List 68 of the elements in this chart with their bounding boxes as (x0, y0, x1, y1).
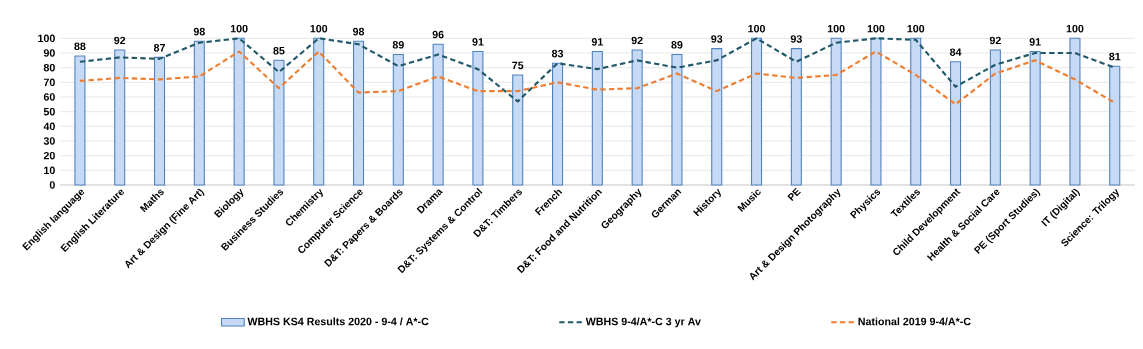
bar (870, 37, 882, 186)
y-tick-label: 100 (38, 34, 55, 43)
y-tick-label: 0 (49, 181, 55, 189)
y-tick-label: 60 (43, 93, 55, 101)
data-label: 89 (392, 41, 404, 49)
bar (631, 49, 643, 186)
bar (352, 40, 365, 186)
bar (830, 37, 842, 186)
data-label: 93 (790, 35, 802, 43)
legend-label: National 2019 9-4/A*-C (858, 317, 971, 326)
y-tick-label: 50 (43, 107, 55, 116)
y-tick-label: 40 (43, 122, 55, 131)
bar (591, 50, 603, 186)
legend-label: WBHS 9-4/A*-C 3 yr Av (585, 317, 701, 328)
data-label: 96 (432, 30, 444, 39)
data-label: 81 (1109, 52, 1121, 61)
y-tick-label: 80 (43, 63, 55, 72)
bar (512, 74, 524, 186)
bar (392, 53, 404, 186)
data-label: 91 (1029, 38, 1041, 46)
bar (1109, 65, 1121, 186)
y-tick-label: 20 (43, 151, 55, 160)
bar (989, 49, 1001, 186)
data-label: 100 (1066, 24, 1084, 33)
bar (193, 40, 205, 186)
data-label: 98 (193, 27, 205, 36)
data-label: 91 (472, 38, 484, 46)
y-tick-label: 90 (43, 49, 55, 57)
bar (472, 50, 484, 186)
data-label: 100 (907, 24, 925, 33)
data-label: 100 (230, 24, 248, 33)
y-tick-label: 70 (43, 78, 55, 87)
bar (552, 62, 564, 186)
data-label: 91 (591, 38, 603, 46)
data-label: 84 (949, 48, 962, 56)
y-tick-label: 10 (44, 166, 55, 175)
data-label: 100 (867, 24, 885, 33)
data-label: 98 (352, 27, 365, 36)
data-label: 87 (153, 43, 165, 52)
bar (432, 43, 444, 186)
data-label: 92 (114, 36, 126, 45)
bar (790, 48, 802, 186)
data-label: 83 (551, 49, 564, 58)
legend-label: WBHS KS4 Results 2020 - 9-4 / A*-C (247, 317, 429, 326)
bar (1029, 50, 1041, 186)
bar (671, 53, 683, 186)
data-label: 88 (74, 42, 86, 51)
data-label: 85 (273, 46, 285, 55)
bar (233, 37, 245, 186)
bar (74, 55, 86, 186)
y-tick-label: 30 (43, 137, 55, 145)
bar (273, 59, 285, 186)
data-label: 75 (512, 61, 524, 70)
data-label: 89 (671, 41, 683, 49)
bar (313, 37, 325, 186)
bar (950, 61, 962, 186)
data-label: 100 (827, 24, 845, 33)
bar (751, 37, 763, 186)
data-label: 100 (310, 24, 328, 33)
bar (1069, 37, 1081, 186)
data-label: 93 (711, 35, 723, 43)
bar (114, 49, 126, 186)
bar (910, 37, 922, 186)
bar (711, 48, 723, 186)
data-label: 92 (631, 36, 643, 45)
bar (153, 56, 166, 186)
data-label: 92 (989, 36, 1001, 45)
data-label: 100 (748, 24, 766, 33)
